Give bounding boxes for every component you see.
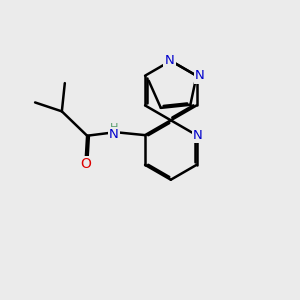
Text: N: N	[193, 129, 203, 142]
Text: N: N	[195, 69, 205, 82]
Text: H: H	[110, 123, 118, 133]
Text: O: O	[80, 157, 91, 171]
Text: N: N	[164, 54, 174, 67]
Text: N: N	[109, 128, 119, 141]
